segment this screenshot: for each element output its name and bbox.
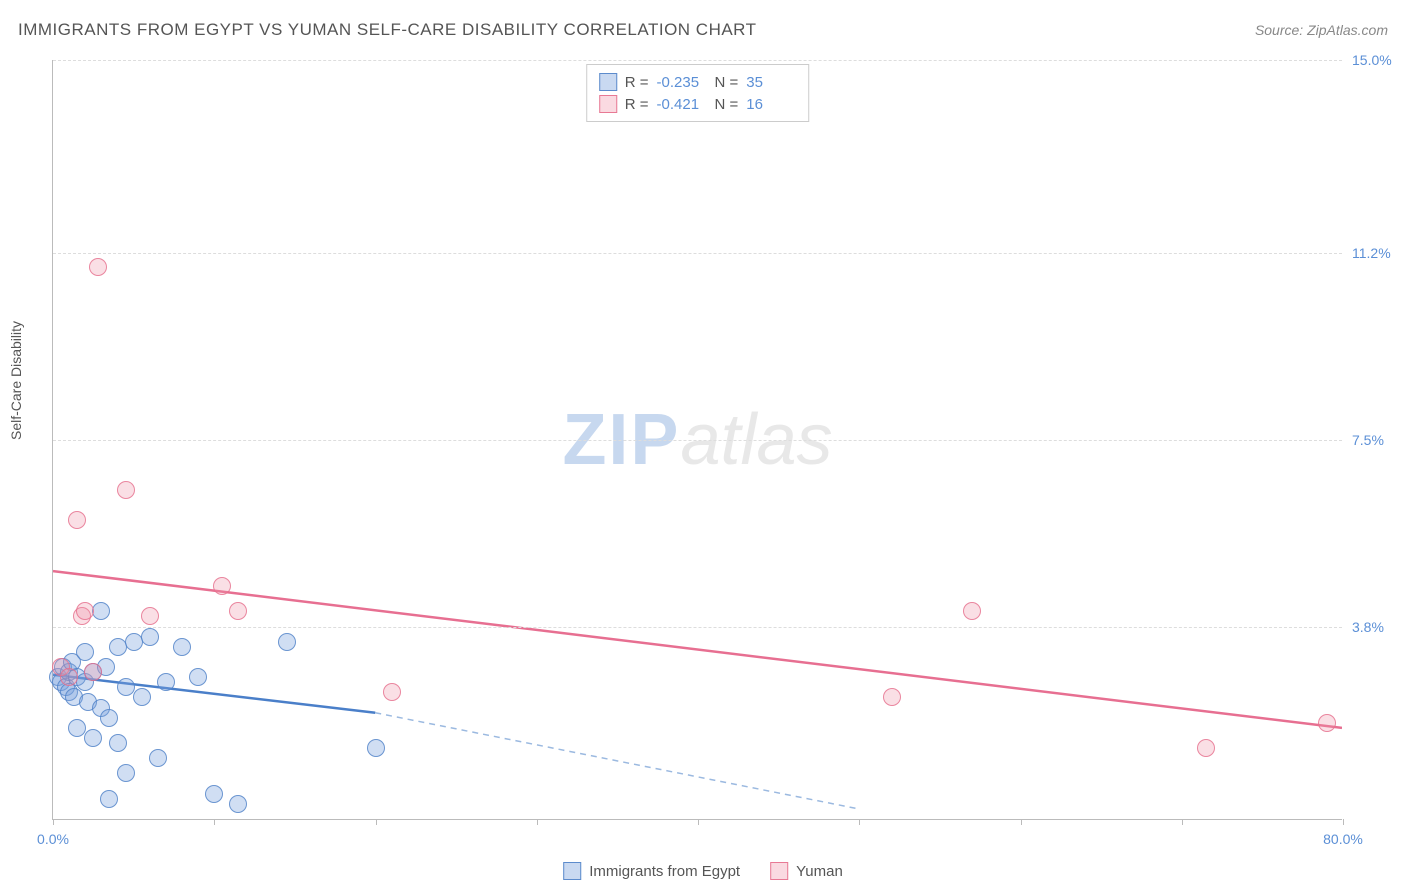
legend-row-series1: R = -0.235 N = 35 (599, 71, 797, 93)
x-tick (698, 819, 699, 825)
data-point (117, 678, 135, 696)
gridline-h (53, 60, 1342, 61)
data-point (1197, 739, 1215, 757)
x-tick (214, 819, 215, 825)
data-point (205, 785, 223, 803)
gridline-h (53, 440, 1342, 441)
data-point (89, 258, 107, 276)
data-point (109, 734, 127, 752)
x-tick-label: 80.0% (1323, 831, 1363, 847)
y-tick-label: 3.8% (1352, 619, 1402, 635)
data-point (92, 602, 110, 620)
data-point (963, 602, 981, 620)
r-value-series2: -0.421 (657, 96, 707, 113)
data-point (141, 628, 159, 646)
y-tick-label: 7.5% (1352, 432, 1402, 448)
data-point (76, 602, 94, 620)
plot-area: ZIPatlas R = -0.235 N = 35 R = -0.421 N … (52, 60, 1342, 820)
x-tick (1021, 819, 1022, 825)
data-point (100, 709, 118, 727)
data-point (60, 668, 78, 686)
gridline-h (53, 253, 1342, 254)
x-tick (1343, 819, 1344, 825)
r-label: R = (625, 96, 649, 113)
legend-row-series2: R = -0.421 N = 16 (599, 93, 797, 115)
swatch-pink-icon (770, 862, 788, 880)
gridline-h (53, 627, 1342, 628)
data-point (117, 764, 135, 782)
data-point (157, 673, 175, 691)
data-point (278, 633, 296, 651)
legend-item-series2: Yuman (770, 862, 843, 880)
data-point (173, 638, 191, 656)
y-tick-label: 15.0% (1352, 52, 1402, 68)
y-axis-label: Self-Care Disability (8, 321, 24, 440)
x-tick-label: 0.0% (37, 831, 69, 847)
legend-item-series1: Immigrants from Egypt (563, 862, 740, 880)
data-point (133, 688, 151, 706)
data-point (883, 688, 901, 706)
data-point (84, 663, 102, 681)
x-tick (859, 819, 860, 825)
swatch-blue-icon (563, 862, 581, 880)
source-name: ZipAtlas.com (1307, 22, 1388, 38)
source-attribution: Source: ZipAtlas.com (1255, 22, 1388, 38)
series-legend: Immigrants from Egypt Yuman (563, 862, 843, 880)
data-point (68, 719, 86, 737)
data-point (117, 481, 135, 499)
legend-label-series1: Immigrants from Egypt (589, 863, 740, 880)
legend-label-series2: Yuman (796, 863, 843, 880)
data-point (213, 577, 231, 595)
x-tick (1182, 819, 1183, 825)
y-tick-label: 11.2% (1352, 245, 1402, 261)
data-point (229, 602, 247, 620)
r-label: R = (625, 74, 649, 91)
data-point (383, 683, 401, 701)
n-label: N = (715, 96, 739, 113)
data-point (76, 643, 94, 661)
chart-title: IMMIGRANTS FROM EGYPT VS YUMAN SELF-CARE… (18, 20, 757, 40)
x-tick (53, 819, 54, 825)
data-point (367, 739, 385, 757)
data-point (141, 607, 159, 625)
x-tick (537, 819, 538, 825)
x-tick (376, 819, 377, 825)
swatch-pink-icon (599, 95, 617, 113)
r-value-series1: -0.235 (657, 74, 707, 91)
data-point (1318, 714, 1336, 732)
data-point (84, 729, 102, 747)
correlation-legend: R = -0.235 N = 35 R = -0.421 N = 16 (586, 64, 810, 122)
data-point (189, 668, 207, 686)
swatch-blue-icon (599, 73, 617, 91)
n-value-series2: 16 (746, 96, 796, 113)
data-point (149, 749, 167, 767)
source-label: Source: (1255, 22, 1307, 38)
data-point (229, 795, 247, 813)
data-point (100, 790, 118, 808)
n-label: N = (715, 74, 739, 91)
n-value-series1: 35 (746, 74, 796, 91)
data-point (68, 511, 86, 529)
